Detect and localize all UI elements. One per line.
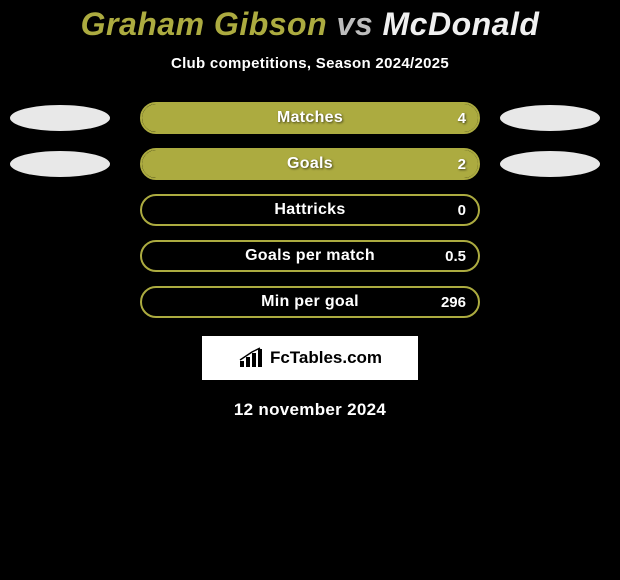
stat-bar: Goals2 (140, 148, 480, 180)
comparison-card: Graham Gibson vs McDonald Club competiti… (0, 0, 620, 420)
stat-bar: Min per goal296 (140, 286, 480, 318)
date-text: 12 november 2024 (0, 400, 620, 420)
stat-bar: Matches4 (140, 102, 480, 134)
player1-name: Graham Gibson (81, 6, 328, 42)
player1-marker (10, 105, 110, 131)
stat-rows: Matches4Goals2Hattricks0Goals per match0… (0, 102, 620, 318)
player1-marker (10, 151, 110, 177)
stat-row: Matches4 (0, 102, 620, 134)
stat-label: Goals per match (142, 247, 478, 265)
stat-label: Matches (142, 109, 478, 127)
stat-row: Goals2 (0, 148, 620, 180)
subtitle: Club competitions, Season 2024/2025 (0, 55, 620, 72)
stat-value: 0 (458, 202, 466, 219)
stat-row: Goals per match0.5 (0, 240, 620, 272)
player2-marker (500, 151, 600, 177)
page-title: Graham Gibson vs McDonald (0, 6, 620, 43)
stat-value: 296 (441, 294, 466, 311)
chart-icon (238, 347, 264, 369)
player2-name: McDonald (383, 6, 540, 42)
stat-row: Min per goal296 (0, 286, 620, 318)
stat-value: 4 (458, 110, 466, 127)
vs-text: vs (337, 6, 374, 42)
stat-bar: Goals per match0.5 (140, 240, 480, 272)
stat-value: 2 (458, 156, 466, 173)
stat-label: Hattricks (142, 201, 478, 219)
stat-row: Hattricks0 (0, 194, 620, 226)
source-logo: FcTables.com (202, 336, 418, 380)
stat-value: 0.5 (445, 248, 466, 265)
stat-label: Min per goal (142, 293, 478, 311)
stat-bar: Hattricks0 (140, 194, 480, 226)
logo-text: FcTables.com (270, 348, 382, 368)
player2-marker (500, 105, 600, 131)
stat-label: Goals (142, 155, 478, 173)
